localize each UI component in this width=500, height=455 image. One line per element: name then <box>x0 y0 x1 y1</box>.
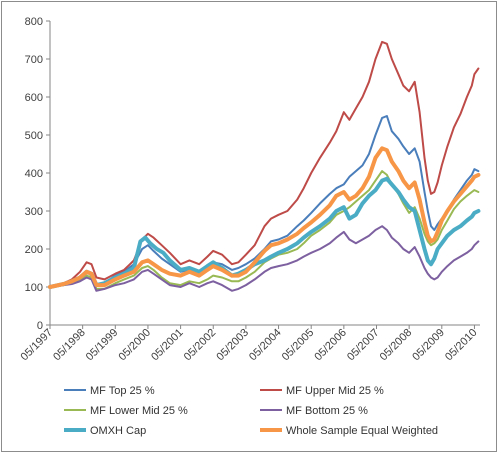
legend-label-2: MF Lower Mid 25 % <box>90 405 188 417</box>
x-tick-label: 05/2009 <box>410 327 447 364</box>
x-tick-label: 05/2005 <box>280 327 317 364</box>
y-tick-label: 100 <box>25 282 43 294</box>
x-tick-label: 05/2010 <box>443 327 480 364</box>
x-tick-label: 05/2004 <box>247 327 284 364</box>
x-tick-label: 05/2000 <box>116 327 153 364</box>
legend-label-4: OMXH Cap <box>90 425 146 437</box>
x-tick-label: 05/1999 <box>84 327 121 364</box>
x-tick-label: 05/1998 <box>51 327 88 364</box>
y-tick-label: 600 <box>25 92 43 104</box>
legend: MF Top 25 % MF Upper Mid 25 % MF Lower Mid… <box>64 385 438 437</box>
legend-label-0: MF Top 25 % <box>90 385 155 397</box>
x-tick-label: 05/2003 <box>214 327 251 364</box>
chart-axes: 010020030040050060070080005/199705/19980… <box>19 16 480 363</box>
series-line-3 <box>49 225 480 292</box>
y-tick-label: 200 <box>25 244 43 256</box>
series-line-2 <box>49 170 480 290</box>
x-tick-label: 05/2008 <box>378 327 415 364</box>
series-line-4 <box>48 176 481 289</box>
y-tick-label: 300 <box>25 206 43 218</box>
y-tick-label: 500 <box>25 130 43 142</box>
legend-label-1: MF Upper Mid 25 % <box>286 385 384 397</box>
series-layer <box>48 40 481 292</box>
x-tick-label: 05/1997 <box>19 327 56 364</box>
x-tick-label: 05/2002 <box>182 327 219 364</box>
y-tick-label: 400 <box>25 168 43 180</box>
legend-label-5: Whole Sample Equal Weighted <box>286 425 438 437</box>
x-tick-label: 05/2001 <box>149 327 186 364</box>
y-tick-label: 700 <box>25 54 43 66</box>
x-tick-label: 05/2006 <box>312 327 349 364</box>
legend-label-3: MF Bottom 25 % <box>286 405 368 417</box>
x-tick-label: 05/2007 <box>345 327 382 364</box>
series-line-5 <box>48 146 481 289</box>
y-tick-label: 0 <box>37 320 43 332</box>
y-tick-label: 800 <box>25 16 43 28</box>
